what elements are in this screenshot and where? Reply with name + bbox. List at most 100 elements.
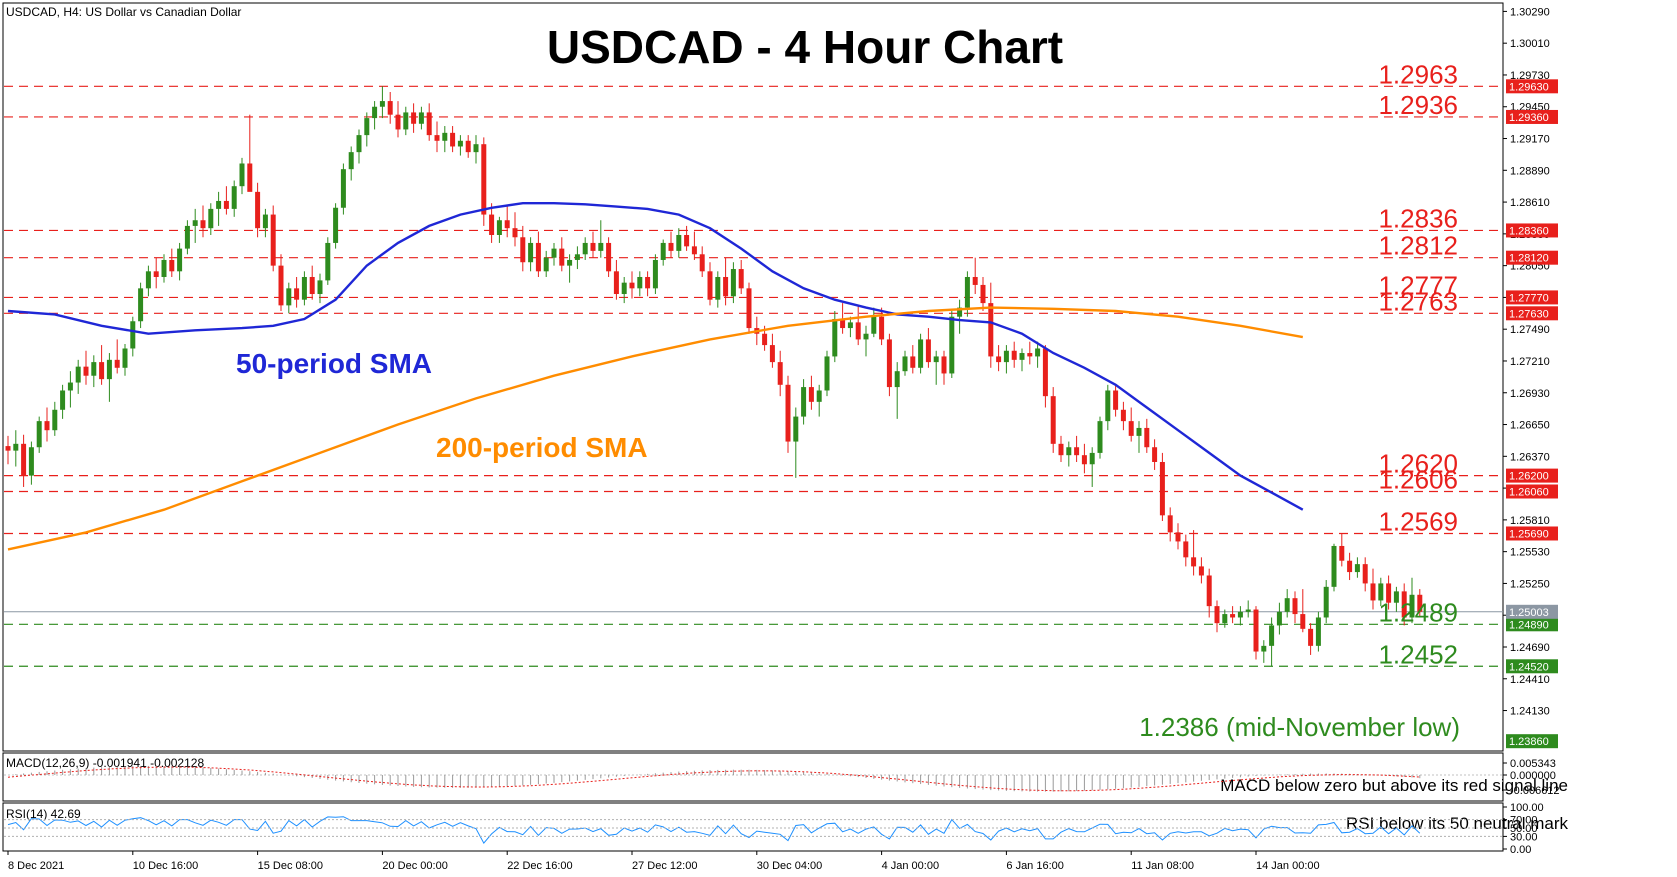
candle-body bbox=[551, 248, 557, 258]
current-price-tag bbox=[1506, 604, 1558, 619]
moving-averages bbox=[7, 201, 1304, 551]
candle-body bbox=[699, 254, 705, 272]
time-tick-label: 11 Jan 08:00 bbox=[1131, 860, 1194, 872]
candle-body bbox=[668, 242, 674, 251]
candle-body bbox=[36, 421, 42, 448]
macd-header: MACD(12,26,9) -0.001941 -0.002128 bbox=[6, 756, 204, 770]
candle-body bbox=[1362, 564, 1368, 584]
candle-body bbox=[411, 112, 417, 124]
candle-body bbox=[153, 271, 159, 277]
candle-body bbox=[1003, 350, 1009, 363]
rsi-header: RSI(14) 42.69 bbox=[6, 807, 81, 821]
candle-body bbox=[1409, 594, 1415, 618]
candle-body bbox=[1401, 591, 1407, 618]
candle-body bbox=[918, 339, 924, 368]
candle-body bbox=[1245, 609, 1251, 612]
candle-body bbox=[1370, 583, 1376, 601]
price-tick-label: 1.27490 bbox=[1510, 324, 1550, 336]
candle-body bbox=[200, 220, 206, 229]
candle-body bbox=[83, 366, 89, 376]
time-axis: 8 Dec 2021 10 Dec 16:00 15 Dec 08:00 20 Dec… bbox=[7, 851, 1320, 872]
price-tick-label: 1.24410 bbox=[1510, 674, 1550, 686]
candle-body bbox=[543, 257, 549, 272]
candle-body bbox=[613, 271, 619, 295]
candle-body bbox=[941, 356, 947, 374]
candle-body bbox=[886, 339, 892, 388]
level-label: 1.2489 bbox=[1378, 597, 1458, 627]
level-label: 1.2452 bbox=[1378, 639, 1458, 669]
macd-tick-label: 0.005343 bbox=[1510, 758, 1556, 770]
candle-body bbox=[340, 169, 346, 208]
candle-body bbox=[723, 276, 729, 297]
candle-body bbox=[777, 362, 783, 385]
candle-body bbox=[1120, 409, 1126, 422]
candle-body bbox=[387, 101, 393, 115]
candle-body bbox=[1152, 447, 1158, 462]
candle-body bbox=[1042, 348, 1048, 397]
candle-body bbox=[808, 387, 814, 402]
rsi-tick-label: 0.00 bbox=[1510, 844, 1531, 856]
candle-body bbox=[403, 112, 409, 130]
candle-body bbox=[691, 246, 697, 255]
candle-body bbox=[988, 303, 994, 357]
price-tick-label: 1.27210 bbox=[1510, 356, 1550, 368]
candle-body bbox=[1315, 617, 1321, 646]
time-tick-label: 30 Dec 04:00 bbox=[757, 860, 822, 872]
main-panel-frame bbox=[2, 2, 1504, 752]
time-tick-label: 15 Dec 08:00 bbox=[258, 860, 323, 872]
time-tick-label: 10 Dec 16:00 bbox=[133, 860, 198, 872]
candle-body bbox=[1105, 390, 1111, 422]
level-price-tag bbox=[1506, 617, 1558, 632]
candle-body bbox=[964, 276, 970, 308]
price-tick-label: 1.29170 bbox=[1510, 134, 1550, 146]
level-price-tag-text: 1.23860 bbox=[1509, 736, 1549, 748]
candle-body bbox=[114, 359, 120, 368]
chart-title: USDCAD - 4 Hour Chart bbox=[547, 21, 1063, 73]
candle-body bbox=[1206, 575, 1212, 607]
price-tick-label: 1.25250 bbox=[1510, 578, 1550, 590]
candle-body bbox=[1198, 566, 1204, 576]
candle-body bbox=[855, 322, 861, 340]
candle-body bbox=[621, 282, 627, 295]
candle-body bbox=[75, 366, 81, 383]
candle-body bbox=[925, 339, 931, 363]
rsi-tick-label: 70.00 bbox=[1510, 815, 1538, 827]
price-tick-label: 1.25530 bbox=[1510, 547, 1550, 559]
candle-body bbox=[223, 200, 229, 209]
rsi-plot bbox=[7, 816, 1421, 844]
candle-body bbox=[769, 345, 775, 363]
candle-body bbox=[481, 144, 487, 215]
candle-body bbox=[801, 387, 807, 417]
time-tick-label: 20 Dec 00:00 bbox=[382, 860, 447, 872]
candle-body bbox=[1323, 586, 1329, 618]
sma50-line bbox=[7, 201, 1304, 511]
candle-body bbox=[1167, 515, 1173, 533]
candle-body bbox=[489, 214, 495, 235]
candle-body bbox=[348, 152, 354, 170]
time-tick-label: 4 Jan 00:00 bbox=[882, 860, 940, 872]
candle-body bbox=[504, 220, 510, 229]
level-price-tag bbox=[1506, 468, 1558, 483]
price-tick-label: 1.24130 bbox=[1510, 706, 1550, 718]
candle-body bbox=[1269, 625, 1275, 646]
macd-panel-frame bbox=[2, 752, 1504, 802]
price-tick-label: 1.26370 bbox=[1510, 451, 1550, 463]
candle-body bbox=[372, 106, 378, 119]
level-price-tag-text: 1.27770 bbox=[1509, 292, 1549, 304]
candle-body bbox=[1089, 452, 1095, 465]
candlesticks bbox=[5, 86, 1423, 667]
candle-body bbox=[418, 112, 424, 124]
candle-body bbox=[1159, 461, 1165, 516]
candle-body bbox=[434, 135, 440, 141]
candle-body bbox=[364, 118, 370, 136]
level-price-tag bbox=[1506, 306, 1558, 321]
level-price-tag bbox=[1506, 659, 1558, 674]
candle-body bbox=[278, 265, 284, 306]
candle-body bbox=[746, 288, 752, 329]
candle-body bbox=[1144, 427, 1150, 448]
level-price-tag bbox=[1506, 734, 1558, 749]
level-label: 1.2606 bbox=[1378, 464, 1458, 494]
candle-body bbox=[863, 333, 869, 340]
